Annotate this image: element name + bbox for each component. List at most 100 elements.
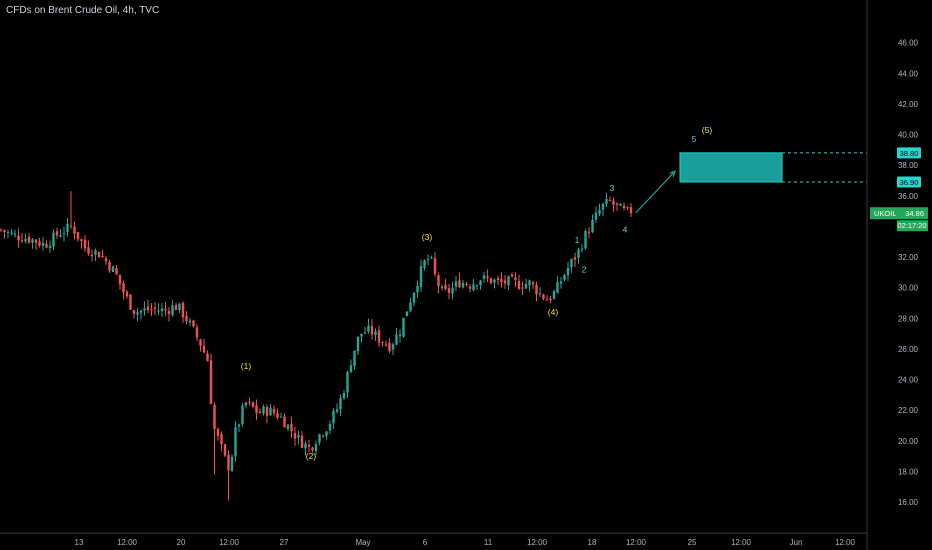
candle-body [318,434,321,443]
candle [216,427,220,441]
candle-body [608,199,612,201]
candle [573,252,577,267]
candle-body [108,261,111,271]
candle-body [115,268,118,275]
y-tick-label: 24.00 [898,376,919,385]
candle [38,237,41,248]
candle [255,399,258,421]
candle-body [283,416,286,428]
x-tick-label: 13 [75,538,84,547]
candle-body [234,426,237,457]
candle-body [398,334,402,337]
candle [416,280,419,298]
candle [20,233,24,243]
candle [143,301,146,316]
candle-body [241,405,244,425]
candle-body [185,315,188,322]
candle [286,424,290,432]
candle [356,336,360,356]
candle [489,277,493,285]
x-tick-label: 12:00 [117,538,138,547]
candle [388,338,391,354]
candle [13,229,17,238]
candle [307,439,311,452]
candle [76,231,80,242]
candle [52,229,55,251]
candle [451,281,454,300]
candle-body [335,409,339,412]
candle-body [192,320,195,327]
candle-body [332,410,335,424]
candle-body [507,276,510,286]
x-tick-label: 12:00 [527,538,548,547]
candle-body [143,308,146,311]
candle-body [430,257,433,259]
candle-body [265,406,269,416]
candle [468,284,472,293]
candle [346,370,349,399]
candle [230,454,234,473]
candle-body [619,203,622,206]
candle [367,318,370,334]
target-zone-box[interactable] [679,152,783,183]
wave-label: (1) [241,361,252,371]
candle-body [178,303,181,311]
x-tick-label: May [355,538,370,547]
candle [430,255,433,259]
candle-body [447,288,451,293]
candle-body [454,281,458,287]
wave-label: 3 [610,183,615,193]
candle [139,309,143,320]
candle-body [517,281,521,289]
candle-body [328,423,332,431]
candle-body [209,360,213,405]
candle [335,403,339,414]
candle-body [570,258,573,268]
candle-body [300,435,304,448]
candle-body [34,239,38,243]
candle [381,341,384,347]
zone-high-price-tag-text: 38.80 [900,149,919,158]
candle [234,420,237,462]
candle-body [87,247,90,254]
candle-body [531,282,535,285]
candle-body [269,407,272,416]
candle-body [598,210,601,214]
candle-body [132,310,136,315]
candle [391,342,395,356]
y-tick-label: 20.00 [898,437,919,446]
candle [237,423,241,433]
x-tick-label: 6 [423,538,428,547]
x-tick-label: 27 [280,538,289,547]
candle-body [496,278,500,280]
candle-body [314,444,318,452]
y-tick-label: 32.00 [898,253,919,262]
x-tick-label: 12:00 [731,538,752,547]
candle-body [41,242,45,246]
candle-body [262,406,265,414]
candle-body [451,287,454,294]
candle-body [59,234,62,237]
candle-body [573,257,577,260]
candle [108,260,111,273]
candle [444,278,447,291]
x-tick-label: 25 [688,538,697,547]
candle-body [181,302,185,318]
candle-body [97,252,101,258]
wave-label: 4 [623,225,628,235]
candle-body [73,226,76,234]
projection-arrow [635,170,676,214]
candle [626,206,629,211]
zone-high-price-tag: 38.80 [897,147,921,159]
candle [552,289,556,300]
candle-body [139,310,143,313]
candle [314,440,318,456]
candle-body [80,239,83,242]
candle [94,248,97,262]
candle [181,301,185,323]
candle-body [90,254,94,257]
candle [325,430,328,440]
candle-body [118,274,122,285]
